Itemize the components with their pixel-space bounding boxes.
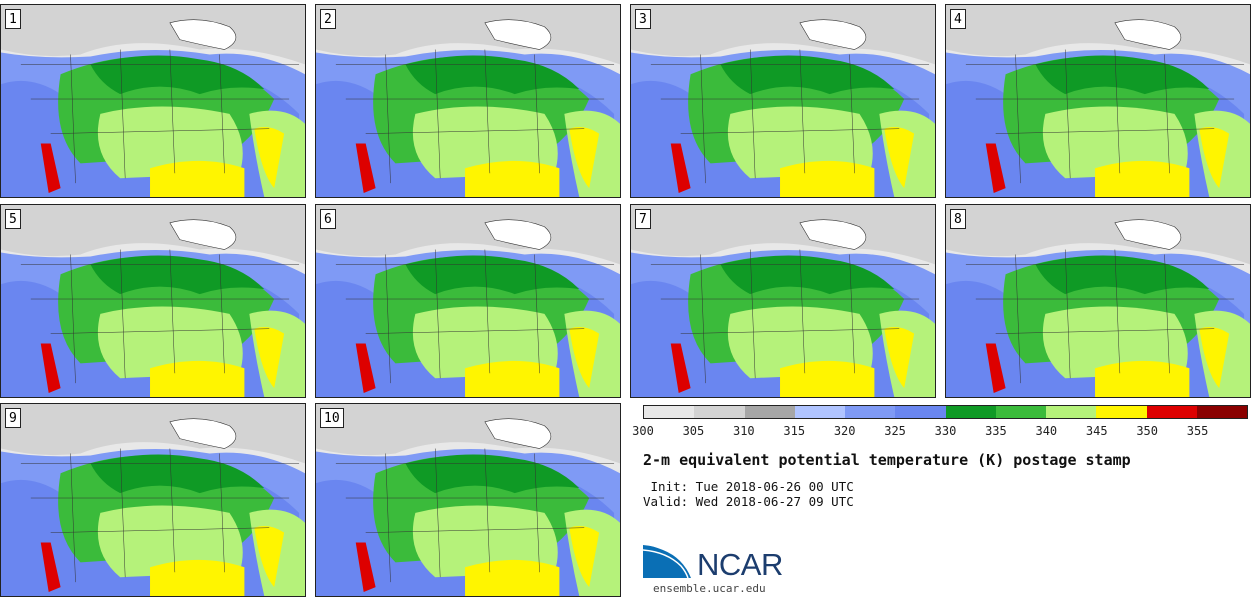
stamp-member-label: 8 [950,209,966,229]
postage-stamp-map: 9 [0,403,306,597]
colorbar-segment [1046,406,1097,418]
postage-stamp-map: 8 [945,204,1251,398]
postage-stamp-map: 3 [630,4,936,198]
colorbar-tick-label: 355 [1186,424,1209,438]
stamp-member-label: 9 [5,408,21,428]
postage-stamp-map: 1 [0,4,306,198]
colorbar-tick-label: 320 [833,424,856,438]
colorbar-tick-label: 315 [783,424,806,438]
postage-stamp-map: 7 [630,204,936,398]
colorbar [643,405,1248,419]
colorbar-tick-label: 340 [1035,424,1058,438]
valid-time: Valid: Wed 2018-06-27 09 UTC [643,494,854,509]
colorbar-segment [845,406,896,418]
ncar-logo-icon [643,543,694,579]
stamp-member-label: 10 [320,408,344,428]
colorbar-tick-label: 310 [732,424,755,438]
colorbar-tick-label: 350 [1136,424,1158,438]
stamp-member-label: 2 [320,9,336,29]
stamp-member-label: 3 [635,9,651,29]
colorbar-segment [945,406,996,418]
postage-stamp-map: 2 [315,4,621,198]
colorbar-segment [694,406,745,418]
chart-title: 2-m equivalent potential temperature (K)… [643,451,1131,469]
colorbar-segment [1196,406,1247,418]
postage-stamp-map: 4 [945,4,1251,198]
init-time: Init: Tue 2018-06-26 00 UTC [643,479,854,494]
colorbar-tick-label: 325 [884,424,906,438]
colorbar-tick-label: 300 [632,424,654,438]
ncar-logo-text: NCAR [697,547,783,582]
colorbar-tick-label: 335 [985,424,1007,438]
postage-stamp-map: 10 [315,403,621,597]
colorbar-segment [1146,406,1197,418]
colorbar-segment [644,406,695,418]
colorbar-segment [995,406,1046,418]
stamp-member-label: 1 [5,9,21,29]
colorbar-segment [744,406,795,418]
colorbar-tick-label: 330 [934,424,957,438]
colorbar-segment [895,406,946,418]
postage-stamp-map: 6 [315,204,621,398]
colorbar-tick-label: 345 [1085,424,1108,438]
colorbar-tick-label: 305 [682,424,705,438]
ensemble-url: ensemble.ucar.edu [653,582,766,595]
stamp-member-label: 5 [5,209,21,229]
stamp-member-label: 7 [635,209,651,229]
postage-stamp-map: 5 [0,204,306,398]
stamp-member-label: 4 [950,9,966,29]
colorbar-segment [794,406,845,418]
colorbar-segment [1096,406,1147,418]
stamp-member-label: 6 [320,209,336,229]
